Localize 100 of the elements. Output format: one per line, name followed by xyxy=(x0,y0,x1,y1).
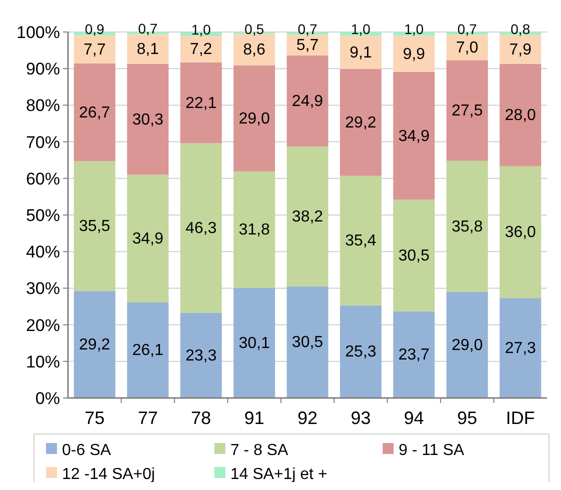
bar xyxy=(234,171,276,288)
data-label: 27,3 xyxy=(504,340,536,358)
data-label: 8,6 xyxy=(243,42,266,59)
data-label: 25,3 xyxy=(345,344,376,361)
y-tick-label: 90% xyxy=(26,60,60,79)
y-tick-label: 30% xyxy=(26,279,60,298)
data-label: 34,9 xyxy=(398,128,430,145)
y-tick-label: 70% xyxy=(26,132,60,152)
bar xyxy=(500,64,542,166)
x-tick-label: 93 xyxy=(350,408,371,428)
data-label: 30,3 xyxy=(132,111,164,128)
data-label: 7,7 xyxy=(83,41,106,58)
data-label: 29,2 xyxy=(79,336,110,354)
y-tick-label: 40% xyxy=(26,242,60,262)
bar xyxy=(500,34,542,64)
data-label: 0,8 xyxy=(510,21,530,37)
bar xyxy=(500,166,542,298)
bar xyxy=(74,161,116,292)
data-label: 35,4 xyxy=(345,232,376,250)
x-tick-label: 75 xyxy=(84,408,105,428)
y-tick-label: 80% xyxy=(26,96,60,116)
data-label: 30,1 xyxy=(238,334,270,352)
bar xyxy=(446,60,488,161)
bar xyxy=(286,286,328,398)
data-label: 1,0 xyxy=(350,21,371,37)
data-label: 23,3 xyxy=(185,347,217,364)
data-label: 29,0 xyxy=(452,336,483,354)
bar xyxy=(286,146,328,286)
bar xyxy=(393,311,435,398)
bar xyxy=(340,176,382,306)
bar xyxy=(340,305,382,398)
bar xyxy=(180,36,222,62)
bar xyxy=(286,55,328,147)
y-tick-label: 10% xyxy=(26,352,60,372)
data-label: 29,0 xyxy=(238,110,270,128)
data-label: 30,5 xyxy=(292,334,324,352)
bar xyxy=(286,34,328,56)
data-label: 34,9 xyxy=(132,230,164,248)
data-label: 36,0 xyxy=(504,224,536,242)
x-tick-label: 91 xyxy=(244,408,264,428)
x-tick-label: 92 xyxy=(297,408,318,428)
bar xyxy=(340,68,382,176)
bar xyxy=(234,65,276,172)
y-tick-label: 60% xyxy=(26,169,60,188)
data-label: 8,1 xyxy=(136,41,160,58)
bar xyxy=(127,34,169,64)
y-tick-label: 50% xyxy=(26,206,60,225)
data-label: 23,7 xyxy=(398,346,430,364)
data-label: 31,8 xyxy=(238,222,270,239)
bar xyxy=(446,292,488,398)
legend-label: 9 - 11 SA xyxy=(398,442,465,459)
data-label: 1,0 xyxy=(191,21,211,38)
x-tick-label: IDF xyxy=(506,408,535,428)
bar xyxy=(180,62,222,144)
bar xyxy=(127,174,169,302)
legend-label: 7 - 8 SA xyxy=(230,442,288,459)
data-label: 7,0 xyxy=(456,39,478,56)
bar xyxy=(234,288,276,398)
data-label: 0,7 xyxy=(138,20,158,37)
bar xyxy=(127,302,169,398)
data-label: 24,9 xyxy=(292,92,324,110)
data-label: 9,9 xyxy=(402,46,426,63)
bar xyxy=(127,64,169,175)
data-label: 29,2 xyxy=(345,114,376,132)
x-tick-label: 77 xyxy=(138,408,158,428)
bar xyxy=(393,36,435,72)
data-label: 30,5 xyxy=(398,247,430,264)
data-label: 0,9 xyxy=(84,21,105,37)
data-label: 0,5 xyxy=(244,21,264,37)
data-label: 27,5 xyxy=(452,102,483,120)
bar xyxy=(74,35,116,64)
data-label: 28,0 xyxy=(504,107,536,124)
legend-label: 14 SA+1j et + xyxy=(230,466,328,483)
x-tick-label: 78 xyxy=(191,408,212,428)
bar xyxy=(393,72,435,200)
data-label: 35,8 xyxy=(452,218,483,236)
y-tick-label: 0% xyxy=(35,389,60,408)
data-label: 1,0 xyxy=(404,21,424,37)
legend-label: 0-6 SA xyxy=(62,442,112,459)
x-tick-label: 94 xyxy=(404,408,424,428)
x-tick-label: 95 xyxy=(457,408,478,428)
data-label: 26,1 xyxy=(132,342,164,360)
data-label: 38,2 xyxy=(292,208,324,226)
data-label: 9,1 xyxy=(350,44,372,62)
legend-label: 12 -14 SA+0j xyxy=(62,466,155,483)
data-label: 35,5 xyxy=(79,218,110,236)
bar xyxy=(74,63,116,162)
bar xyxy=(74,291,116,398)
data-label: 26,7 xyxy=(79,104,110,122)
data-label: 0,7 xyxy=(457,21,478,37)
data-label: 7,9 xyxy=(509,41,532,58)
data-label: 22,1 xyxy=(185,94,217,112)
bar xyxy=(180,312,222,398)
data-label: 7,2 xyxy=(190,41,212,58)
bar xyxy=(446,34,488,60)
bar xyxy=(393,200,435,312)
bar xyxy=(340,36,382,69)
data-label: 0,7 xyxy=(298,21,318,37)
bar xyxy=(500,298,542,398)
y-tick-label: 100% xyxy=(16,23,60,42)
